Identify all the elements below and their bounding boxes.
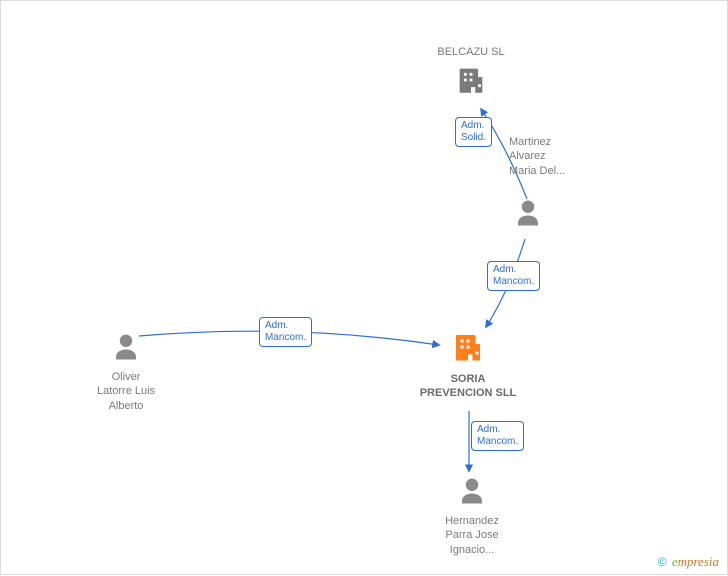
node-hernandez-label: Hernandez Parra Jose Ignacio... (427, 514, 517, 557)
node-soria-label: SORIA PREVENCION SLL (403, 372, 533, 401)
person-icon (513, 197, 543, 229)
node-martinez-label: Martinez Alvarez Maria Del... (509, 135, 599, 178)
node-oliver[interactable]: Oliver Latorre Luis Alberto (81, 331, 171, 413)
node-martinez[interactable]: Martinez Alvarez Maria Del... (509, 135, 599, 178)
node-hernandez[interactable]: Hernandez Parra Jose Ignacio... (427, 475, 517, 557)
node-belcazu-label: BELCAZU SL (421, 45, 521, 59)
node-oliver-label: Oliver Latorre Luis Alberto (81, 370, 171, 413)
edge-label-adm-solid: Adm. Solid. (455, 117, 492, 147)
edge-label-adm-mancom-1: Adm. Mancom. (487, 261, 540, 291)
building-icon (454, 63, 488, 97)
edge-label-adm-mancom-3: Adm. Mancom. (471, 421, 524, 451)
edges-layer (1, 1, 728, 576)
brand-rest: mpresia (678, 554, 719, 569)
person-icon (457, 475, 487, 507)
edge-label-adm-mancom-2: Adm. Mancom. (259, 317, 312, 347)
building-icon (450, 329, 486, 365)
person-icon (111, 331, 141, 363)
node-belcazu[interactable]: BELCAZU SL (421, 45, 521, 102)
node-soria[interactable]: SORIA PREVENCION SLL (403, 329, 533, 401)
node-martinez-icon-wrap[interactable] (513, 197, 543, 234)
copyright-symbol: © (658, 555, 667, 569)
footer-brand: © empresia (658, 554, 719, 570)
